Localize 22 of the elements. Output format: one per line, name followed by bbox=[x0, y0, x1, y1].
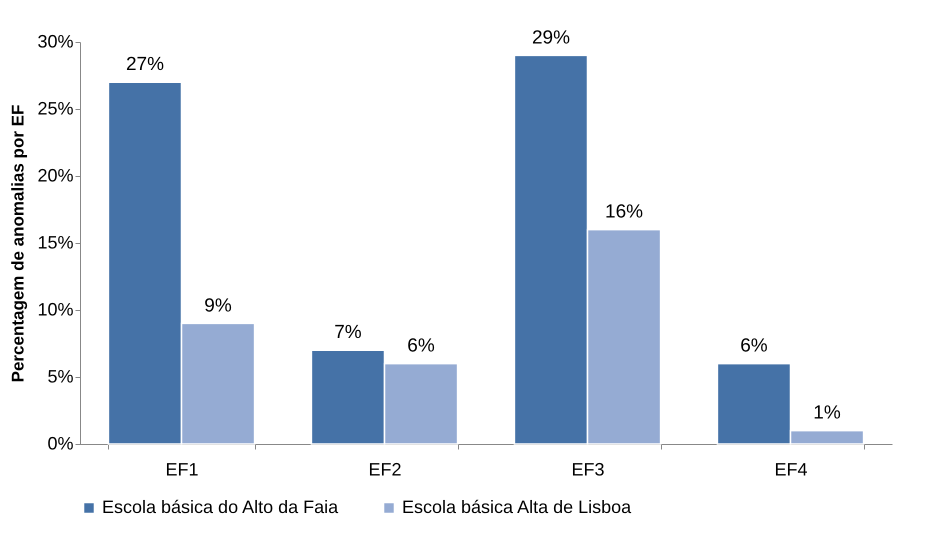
y-tick-label: 15% bbox=[37, 232, 74, 252]
y-tick-label: 20% bbox=[37, 166, 74, 186]
x-tick-label: EF2 bbox=[368, 460, 402, 480]
x-tick-label: EF1 bbox=[165, 460, 199, 480]
y-axis-title: Percentagem de anomalias por EF bbox=[8, 104, 28, 382]
y-tick-label: 25% bbox=[37, 98, 74, 118]
data-label: 27% bbox=[126, 54, 164, 76]
y-tick-label: 5% bbox=[47, 366, 74, 386]
y-tick-label: 10% bbox=[37, 300, 74, 320]
y-tick-label: 0% bbox=[47, 434, 74, 454]
legend-label: Escola básica Alta de Lisboa bbox=[402, 497, 632, 517]
data-label: 1% bbox=[813, 402, 841, 424]
data-label: 16% bbox=[605, 202, 644, 223]
x-tick-label: EF4 bbox=[774, 460, 808, 480]
data-label: 29% bbox=[532, 27, 570, 48]
data-label: 7% bbox=[334, 322, 362, 344]
data-label: 6% bbox=[740, 336, 768, 357]
y-tick-label: 30% bbox=[37, 32, 74, 52]
data-label: 6% bbox=[407, 336, 435, 357]
data-label: 9% bbox=[204, 295, 232, 316]
x-tick-label: EF3 bbox=[571, 460, 605, 480]
legend-label: Escola básica do Alto da Faia bbox=[102, 497, 340, 517]
